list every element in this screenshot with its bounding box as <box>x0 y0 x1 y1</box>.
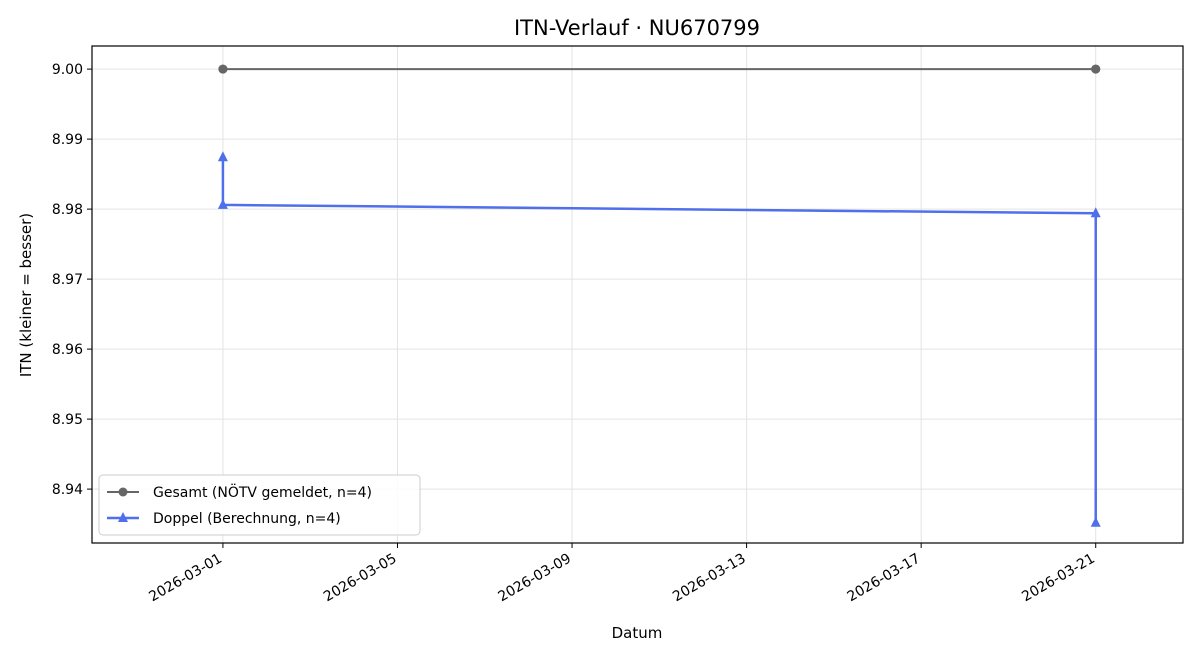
y-tick-label: 8.98 <box>52 202 83 218</box>
y-axis-label: ITN (kleiner = besser) <box>17 213 35 377</box>
data-point-gesamt <box>218 64 228 74</box>
y-tick-label: 9.00 <box>52 62 83 78</box>
legend-label-gesamt: Gesamt (NÖTV gemeldet, n=4) <box>153 483 372 501</box>
series-line-doppel <box>221 157 1097 523</box>
y-axis-ticks: 8.94 8.95 8.96 8.97 8.98 8.99 9.00 <box>52 62 92 498</box>
data-point-doppel <box>217 151 228 162</box>
x-tick-label: 2026-03-01 <box>146 551 224 606</box>
legend-box <box>98 474 421 536</box>
x-tick-label: 2026-03-09 <box>496 551 574 606</box>
data-point-doppel <box>1090 207 1101 218</box>
legend-marker-doppel <box>118 512 128 522</box>
data-point-doppel <box>1090 516 1101 527</box>
chart-title: ITN-Verlauf · NU670799 <box>514 16 760 40</box>
x-tick-label: 2026-03-21 <box>1019 551 1097 606</box>
legend-marker-gesamt <box>118 487 128 497</box>
y-tick-label: 8.95 <box>52 412 83 428</box>
legend: Gesamt (NÖTV gemeldet, n=4) Doppel (Bere… <box>98 474 421 536</box>
plot-frame <box>91 45 1184 544</box>
x-tick-label: 2026-03-17 <box>845 551 923 606</box>
data-point-gesamt <box>1091 64 1101 74</box>
x-tick-label: 2026-03-05 <box>321 551 399 606</box>
x-axis-label: Datum <box>612 624 663 642</box>
series-layer <box>217 64 1101 527</box>
grid <box>92 46 1183 543</box>
y-tick-label: 8.99 <box>52 132 83 148</box>
y-tick-label: 8.97 <box>52 272 83 288</box>
y-tick-label: 8.94 <box>52 482 83 498</box>
x-tick-label: 2026-03-13 <box>670 551 748 606</box>
data-point-doppel <box>217 198 228 209</box>
legend-label-doppel: Doppel (Berechnung, n=4) <box>153 511 341 527</box>
y-tick-label: 8.96 <box>52 342 83 358</box>
x-axis-ticks: 2026-03-01 2026-03-05 2026-03-09 2026-03-13… <box>146 543 1098 606</box>
